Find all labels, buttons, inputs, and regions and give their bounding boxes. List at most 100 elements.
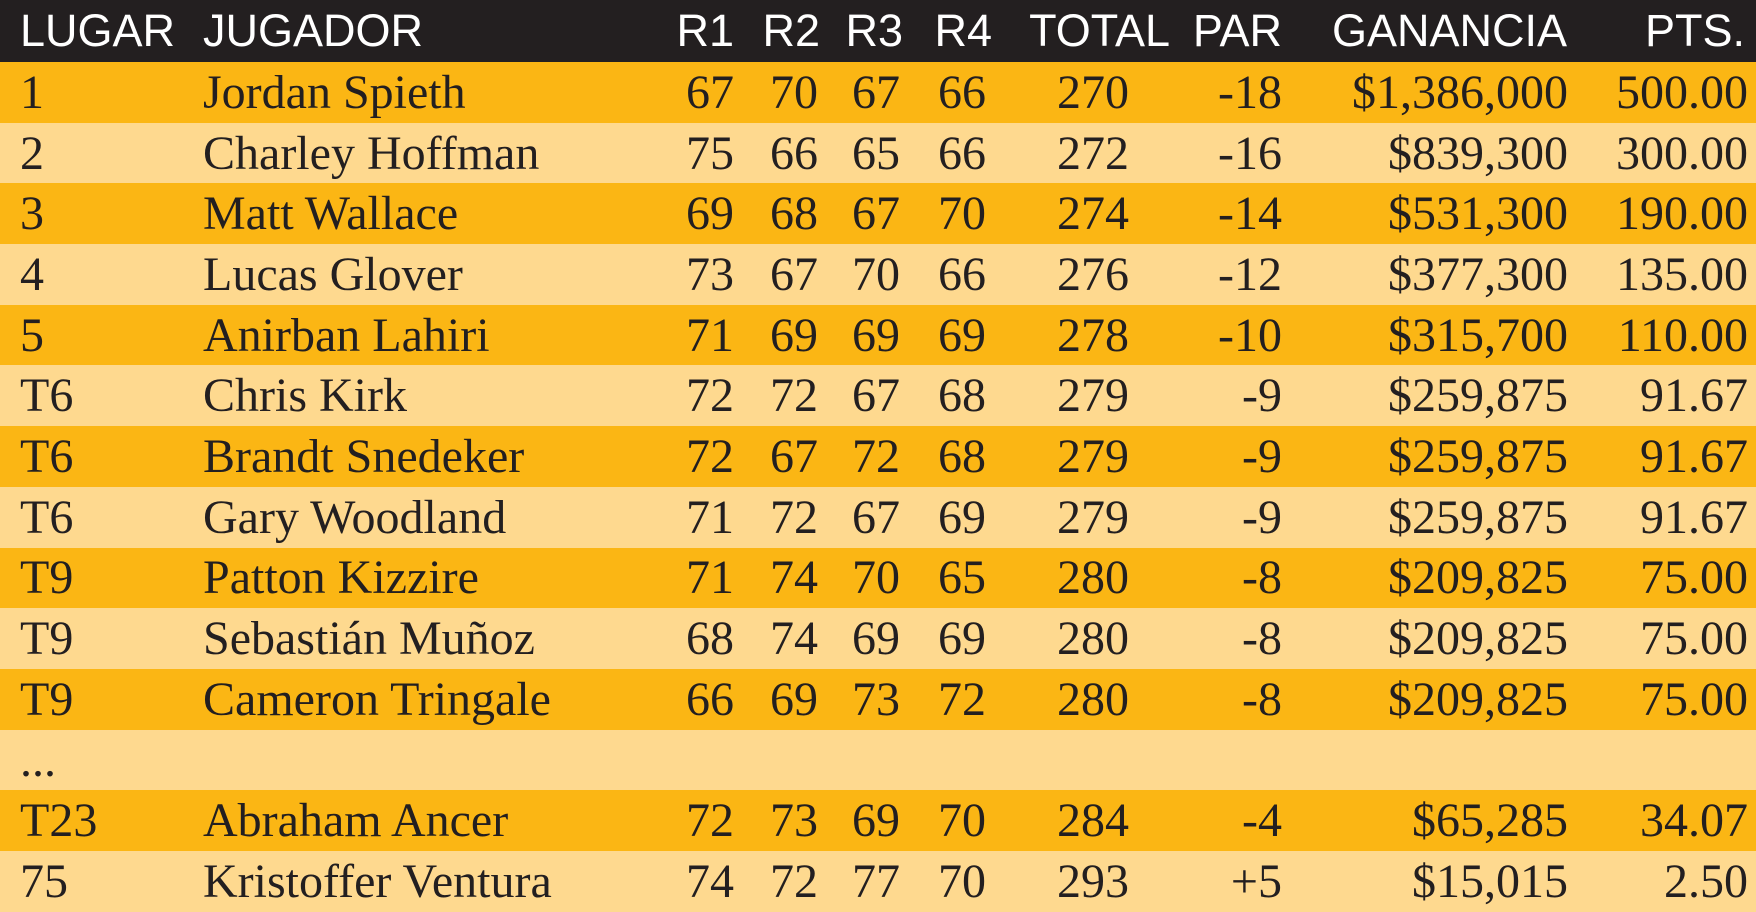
table-cell: 73	[852, 672, 900, 726]
table-cell: 5	[20, 308, 44, 362]
table-cell: 279	[1057, 430, 1129, 484]
table-cell: Cameron Tringale	[203, 672, 551, 726]
table-cell: 71	[686, 308, 734, 362]
table-cell: Charley Hoffman	[203, 126, 540, 180]
table-cell: 67	[686, 65, 734, 119]
table-cell: 66	[938, 126, 986, 180]
table-cell: 73	[770, 794, 818, 848]
table-cell: 69	[938, 612, 986, 666]
table-cell: GANANCIA	[1331, 5, 1567, 56]
table-cell: 91.67	[1640, 490, 1748, 544]
table-cell: 280	[1057, 551, 1129, 605]
table-cell: Lucas Glover	[203, 247, 463, 301]
table-cell: 68	[770, 187, 818, 241]
table-cell: 72	[770, 369, 818, 423]
table-cell: 75.00	[1640, 672, 1748, 726]
player-row: 3 Matt Wallace 69 68 67 70 274 -14 $531,300 190.0…	[0, 183, 1756, 245]
table-cell: 500.00	[1616, 65, 1748, 119]
table-cell: $259,875	[1388, 369, 1568, 423]
player-row: T9 Cameron Tringale 66 69 73 72 280 -8 $209,825 7…	[0, 669, 1756, 730]
table-cell: -8	[1242, 672, 1282, 726]
table-cell: 274	[1057, 187, 1129, 241]
table-cell: 276	[1057, 247, 1129, 301]
table-cell: $209,825	[1388, 551, 1568, 605]
table-cell: 91.67	[1640, 430, 1748, 484]
table-cell: Kristoffer Ventura	[203, 854, 552, 908]
table-cell: 69	[938, 308, 986, 362]
table-cell: $209,825	[1388, 612, 1568, 666]
table-cell: 70	[938, 187, 986, 241]
table-cell: 4	[20, 247, 44, 301]
table-cell: 67	[852, 369, 900, 423]
table-cell: 279	[1057, 490, 1129, 544]
table-cell: JUGADOR	[203, 5, 424, 56]
table-cell: 65	[852, 126, 900, 180]
table-cell: -9	[1242, 430, 1282, 484]
table-cell: T23	[20, 794, 98, 848]
table-cell: 69	[852, 612, 900, 666]
table-cell: 272	[1057, 126, 1129, 180]
table-cell: 66	[938, 247, 986, 301]
table-cell: 69	[938, 490, 986, 544]
table-cell: 2	[20, 126, 44, 180]
table-cell: 68	[938, 430, 986, 484]
table-cell: 91.67	[1640, 369, 1748, 423]
table-cell: +5	[1230, 854, 1282, 908]
table-cell: -14	[1218, 187, 1282, 241]
table-cell: $1,386,000	[1352, 65, 1568, 119]
table-cell: T6	[20, 430, 74, 484]
table-cell: 1	[20, 65, 44, 119]
table-cell: -12	[1218, 247, 1282, 301]
table-cell: 73	[686, 247, 734, 301]
table-cell: -18	[1218, 65, 1282, 119]
table-cell: 280	[1057, 612, 1129, 666]
table-cell: T6	[20, 369, 74, 423]
table-cell: 75.00	[1640, 551, 1748, 605]
player-row: T6 Gary Woodland 71 72 67 69 279 -9 $259,875 91.6…	[0, 486, 1756, 548]
table-cell: $259,875	[1388, 430, 1568, 484]
table-cell: 71	[686, 490, 734, 544]
table-cell: 71	[686, 551, 734, 605]
table-cell: $531,300	[1388, 187, 1568, 241]
table-cell: 70	[938, 854, 986, 908]
table-cell: 270	[1057, 65, 1129, 119]
player-row: T6 Chris Kirk 72 72 67 68 279 -9 $259,875 91.67	[0, 365, 1756, 427]
table-cell: R3	[845, 5, 903, 56]
table-cell: 77	[852, 854, 900, 908]
player-row: T9 Patton Kizzire 71 74 70 65 280 -8 $209,825 75.…	[0, 547, 1756, 609]
table-cell: 67	[770, 430, 818, 484]
table-cell: $209,825	[1388, 672, 1568, 726]
table-cell: $65,285	[1412, 794, 1568, 848]
table-cell: T9	[20, 612, 74, 666]
table-cell: 72	[686, 794, 734, 848]
table-cell: Sebastián Muñoz	[203, 612, 535, 666]
table-cell: 34.07	[1640, 794, 1748, 848]
table-cell: T9	[20, 672, 74, 726]
player-row: 2 Charley Hoffman 75 66 65 66 272 -16 $839,300 30…	[0, 122, 1756, 184]
header-row: LUGAR JUGADOR R1 R2 R3 R4 TOTAL PAR GANANCIA PTS.	[0, 0, 1756, 62]
table-cell: 69	[686, 187, 734, 241]
player-row: 1 Jordan Spieth 67 70 67 66 270 -18 $1,386,000 50…	[0, 62, 1756, 123]
table-cell: Patton Kizzire	[203, 551, 479, 605]
table-cell: $315,700	[1388, 308, 1568, 362]
table-cell: -8	[1242, 551, 1282, 605]
table-cell: 75	[20, 854, 68, 908]
table-cell: 74	[686, 854, 734, 908]
player-row: ...	[0, 729, 1756, 791]
player-row: 5 Anirban Lahiri 71 69 69 69 278 -10 $315,700 110…	[0, 304, 1756, 366]
table-cell: 278	[1057, 308, 1129, 362]
table-cell: Abraham Ancer	[203, 794, 509, 848]
table-cell: 67	[852, 65, 900, 119]
table-cell: R1	[676, 5, 734, 56]
table-cell: ...	[20, 733, 56, 787]
table-cell: 72	[938, 672, 986, 726]
table-cell: 67	[770, 247, 818, 301]
table-cell: 135.00	[1616, 247, 1748, 301]
table-cell: 74	[770, 551, 818, 605]
table-cell: 72	[686, 369, 734, 423]
table-cell: 72	[770, 854, 818, 908]
table-cell: Chris Kirk	[203, 369, 407, 423]
table-cell: 65	[938, 551, 986, 605]
table-cell: $377,300	[1388, 247, 1568, 301]
table-cell: R4	[934, 5, 992, 56]
